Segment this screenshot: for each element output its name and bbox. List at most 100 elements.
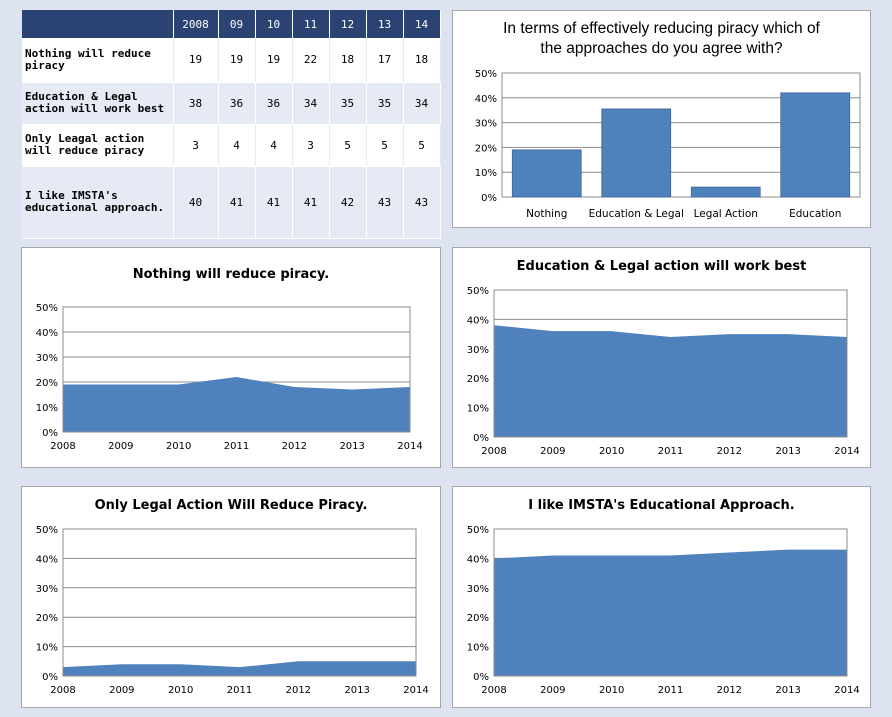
nothing-area-chart-panel: Nothing will reduce piracy. 0% 10% 20% 30% 4… (21, 247, 441, 468)
x-tick-label: 2010 (599, 446, 624, 457)
table-cell: 41 (255, 166, 293, 239)
table-row-label: Nothing will reduce piracy (22, 38, 174, 83)
y-tick-label: 30% (467, 345, 489, 356)
x-tick-label: Legal Action (694, 208, 758, 220)
table-header-blank (22, 10, 174, 38)
table-cell: 5 (403, 124, 441, 167)
x-tick-label: 2012 (286, 685, 311, 696)
table-cell: 34 (403, 82, 441, 125)
table-cell: 3 (173, 124, 219, 167)
x-tick-label: 2009 (109, 685, 134, 696)
legal-action-area-chart-panel: Only Legal Action Will Reduce Piracy. 0%… (21, 486, 441, 708)
y-tick-label: 0% (42, 672, 58, 683)
table-row-label-line: Nothing will reduce (25, 46, 151, 60)
bar (601, 108, 672, 198)
table-cell: 43 (366, 166, 404, 239)
y-tick-label: 40% (467, 315, 489, 326)
table-header-year: 13 (366, 10, 404, 38)
table-cell: 18 (403, 38, 441, 83)
plot-area-border (493, 289, 848, 438)
area-series (494, 325, 847, 437)
education-legal-area-chart-panel: Education & Legal action will work best … (452, 247, 871, 468)
y-tick-label: 20% (467, 613, 489, 624)
table-cell: 41 (218, 166, 256, 239)
table-row-label-line: action will work best (25, 102, 165, 115)
y-tick-label: 40% (36, 328, 58, 339)
imsta-area-chart-panel: I like IMSTA's Educational Approach. 0% 1… (452, 486, 871, 708)
plot-area-border (493, 528, 848, 677)
table-row: I like IMSTA's educational approach. 40 41 4… (22, 166, 441, 239)
y-tick-label: 0% (481, 193, 497, 204)
y-tick-label: 30% (475, 119, 497, 130)
x-tick-label: 2010 (166, 441, 191, 452)
table-cell: 36 (218, 82, 256, 125)
x-tick-label: 2014 (397, 441, 422, 452)
x-tick-label: 2008 (481, 446, 506, 457)
chart-title: Nothing will reduce piracy. (132, 267, 330, 282)
table-cell: 4 (255, 124, 293, 167)
x-tick-label: 2008 (481, 685, 506, 696)
table-row: Only Leagal action will reduce piracy 3 4 4 3… (22, 124, 441, 167)
table-row-label-line: piracy (25, 58, 65, 72)
table-cell: 34 (292, 82, 330, 125)
table-cell: 22 (292, 38, 330, 83)
bar-chart: 0% 10% 20% 30% 40% 50% Nothing Education & Lega… (475, 69, 861, 220)
area-chart: 0% 10% 20% 30% 40% 50% 2008 2009 2010 2011 2012 201… (36, 303, 423, 452)
x-tick-label: 2014 (834, 446, 859, 457)
bar (511, 149, 582, 198)
table-cell: 19 (218, 38, 256, 83)
table-row-label-line: Education & Legal (25, 90, 138, 103)
table-header-year: 10 (255, 10, 293, 38)
chart-title: Education & Legal action will work best (516, 259, 807, 274)
area-chart: 0% 10% 20% 30% 40% 50% 2008 2009 2010 2011 2012 201… (467, 525, 860, 696)
x-tick-label: Education & Legal (589, 208, 684, 220)
x-tick-label: Education (789, 208, 841, 220)
x-tick-label: 2009 (540, 685, 565, 696)
chart-title: Only Legal Action Will Reduce Piracy. (94, 498, 368, 513)
x-tick-label: 2009 (540, 446, 565, 457)
x-tick-label: 2008 (50, 685, 75, 696)
table-cell: 35 (366, 82, 404, 125)
area-chart: 0% 10% 20% 30% 40% 50% 2008 2009 2010 2011 2012 201… (36, 525, 429, 696)
y-tick-label: 20% (475, 143, 497, 154)
y-tick-label: 10% (467, 404, 489, 415)
y-tick-label: 30% (467, 584, 489, 595)
y-tick-label: 20% (36, 613, 58, 624)
table-row: Nothing will reduce piracy 19 19 19 22 18 17 18 (22, 38, 441, 83)
x-tick-label: 2011 (658, 446, 683, 457)
table-row-label-line: Only Leagal action (25, 132, 145, 145)
x-tick-label: 2010 (168, 685, 193, 696)
table-cell: 3 (292, 124, 330, 167)
table-header-row: 2008 09 10 11 12 13 14 (22, 10, 441, 38)
table-cell: 35 (329, 82, 367, 125)
area-series (63, 377, 410, 432)
table-cell: 38 (173, 82, 219, 125)
table-cell: 40 (173, 166, 219, 239)
table-cell: 43 (403, 166, 441, 239)
plot-area-border (62, 528, 417, 677)
area-series (494, 549, 847, 676)
table-cell: 4 (218, 124, 256, 167)
approaches-bar-chart-panel: In terms of effectively reducing piracy … (452, 10, 871, 228)
y-tick-label: 0% (473, 672, 489, 683)
y-tick-label: 10% (475, 168, 497, 179)
x-tick-label: 2013 (344, 685, 369, 696)
x-tick-label: 2012 (282, 441, 307, 452)
y-tick-label: 10% (36, 403, 58, 414)
x-tick-label: 2014 (834, 685, 859, 696)
y-tick-label: 0% (473, 433, 489, 444)
chart-title: In terms of effectively reducing piracy … (453, 19, 870, 59)
table-cell: 42 (329, 166, 367, 239)
table-cell: 19 (255, 38, 293, 83)
y-tick-label: 20% (36, 378, 58, 389)
y-tick-label: 40% (36, 554, 58, 565)
x-tick-label: 2013 (339, 441, 364, 452)
y-tick-label: 50% (475, 69, 497, 80)
table-cell: 17 (366, 38, 404, 83)
table-cell: 36 (255, 82, 293, 125)
table-row-label: Education & Legal action will work best (22, 82, 174, 125)
x-tick-label: 2009 (108, 441, 133, 452)
table-cell: 18 (329, 38, 367, 83)
x-tick-label: 2011 (227, 685, 252, 696)
x-tick-label: 2014 (403, 685, 428, 696)
